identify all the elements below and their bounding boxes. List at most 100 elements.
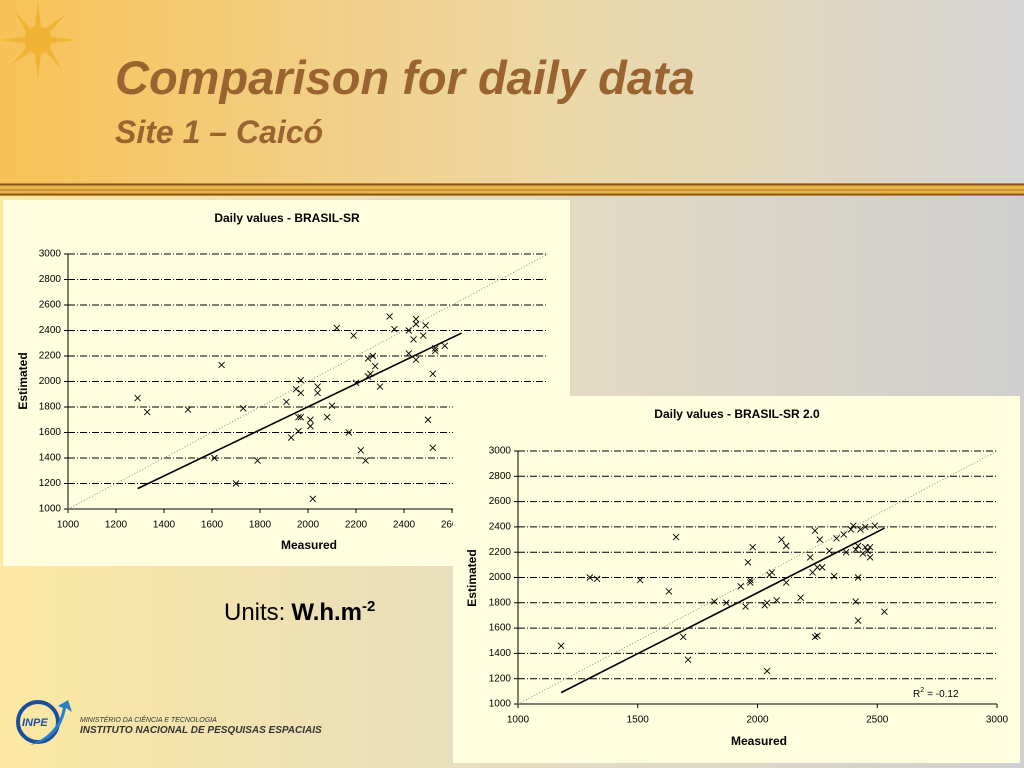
point — [711, 598, 718, 605]
point — [768, 569, 776, 576]
point — [422, 322, 429, 329]
point — [684, 656, 692, 664]
point — [840, 531, 848, 538]
point — [134, 394, 141, 402]
point — [854, 542, 862, 550]
point — [412, 315, 420, 323]
trendline — [560, 527, 885, 694]
point — [218, 361, 225, 369]
point — [814, 564, 821, 571]
point — [307, 416, 314, 424]
point — [307, 422, 314, 430]
header-stripe — [0, 183, 1024, 196]
point — [297, 413, 305, 421]
y-tick-label: 1800 — [489, 597, 512, 608]
point — [557, 642, 565, 650]
x-tick-label: 2200 — [345, 520, 368, 531]
point — [362, 457, 369, 464]
point — [295, 413, 302, 421]
point — [412, 356, 420, 364]
y-tick-label: 2600 — [489, 496, 512, 507]
x-axis-label: Measured — [281, 538, 337, 552]
point — [763, 667, 771, 675]
x-tick-label: 1000 — [57, 520, 80, 531]
point — [412, 320, 420, 328]
point — [854, 574, 862, 581]
point — [811, 527, 819, 535]
point — [350, 332, 357, 339]
point — [357, 447, 365, 454]
point — [746, 579, 754, 586]
x-axis-label: Measured — [731, 734, 787, 748]
chart-panel — [453, 396, 1020, 763]
point — [806, 553, 814, 561]
point — [866, 553, 874, 561]
units-exponent: -2 — [362, 598, 375, 615]
point — [283, 398, 290, 406]
y-axis-label: Estimated — [16, 352, 30, 409]
point — [723, 599, 730, 607]
x-tick-label: 1400 — [153, 520, 176, 531]
point — [429, 370, 437, 378]
point — [744, 559, 752, 566]
point — [782, 579, 790, 586]
point — [866, 543, 874, 551]
point — [830, 572, 838, 580]
point — [410, 336, 417, 343]
annotation-superscript: 2 — [920, 687, 924, 694]
point — [665, 588, 673, 595]
point — [861, 523, 869, 531]
point — [429, 444, 437, 452]
reference-line — [517, 450, 998, 705]
point — [814, 632, 821, 640]
y-tick-label: 2800 — [489, 471, 512, 482]
point — [441, 342, 449, 350]
point — [773, 596, 780, 604]
point — [419, 332, 427, 339]
point — [749, 543, 757, 551]
point — [636, 576, 644, 584]
y-tick-label: 1800 — [39, 402, 62, 413]
point — [586, 574, 594, 581]
point — [861, 543, 869, 551]
chart-title: Daily values - BRASIL-SR — [214, 211, 360, 225]
charts: Daily values - BRASIL-SR 1000 1200 1400 1600… — [3, 200, 1020, 763]
trendline — [137, 332, 462, 490]
point — [847, 526, 855, 533]
point — [849, 522, 857, 529]
y-tick-label: 2400 — [489, 522, 512, 533]
point — [345, 429, 353, 436]
point — [184, 406, 192, 413]
y-tick-label: 3000 — [489, 446, 512, 457]
point — [391, 325, 398, 333]
y-tick-label: 2200 — [489, 547, 512, 558]
point — [742, 603, 749, 610]
chart-title: Daily values - BRASIL-SR 2.0 — [654, 407, 820, 421]
reference-line — [67, 253, 549, 510]
point — [369, 352, 377, 360]
point — [826, 547, 833, 555]
point — [763, 599, 771, 607]
point — [292, 385, 300, 393]
x-tick-label: 3000 — [986, 715, 1009, 726]
point — [254, 457, 261, 464]
point — [881, 608, 888, 615]
point — [842, 548, 850, 556]
x-tick-label: 2400 — [393, 520, 416, 531]
point — [364, 355, 372, 362]
y-tick-label: 1000 — [489, 699, 512, 710]
logo: INPE MINISTÉRIO DA CIÊNCIA E TECNOLOGIA … — [16, 700, 322, 745]
y-tick-label: 1600 — [489, 623, 512, 634]
y-tick-label: 1200 — [39, 478, 62, 489]
point — [405, 350, 413, 357]
x-tick-label: 1500 — [627, 715, 650, 726]
point — [854, 617, 862, 624]
point — [239, 404, 247, 412]
point — [679, 633, 687, 641]
y-tick-label: 1200 — [489, 673, 512, 684]
point — [314, 389, 321, 397]
point — [314, 383, 321, 390]
y-tick-label: 2800 — [39, 274, 62, 285]
sun-icon — [0, 0, 76, 80]
